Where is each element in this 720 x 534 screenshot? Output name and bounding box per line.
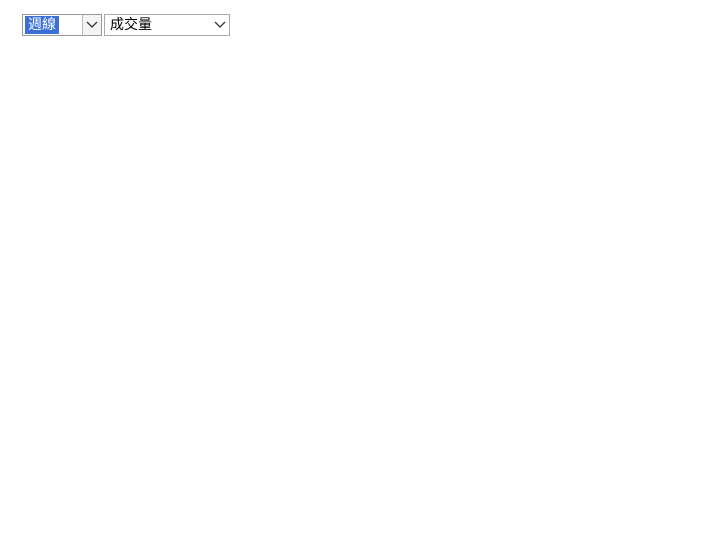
indicator-select[interactable]: 成交量 bbox=[104, 14, 230, 36]
dropdown-arrow: 2017/02/16最後日期:迎廣(6117)2016/12/23開:13.05… bbox=[82, 15, 720, 527]
period-value: 週線 bbox=[25, 16, 59, 34]
dropdown-arrow bbox=[211, 15, 229, 35]
period-select[interactable]: 週線 2017/02/16最後日期:迎廣(6117)2016/12/23開:13… bbox=[22, 14, 720, 527]
indicator-value: 成交量 bbox=[110, 17, 152, 33]
